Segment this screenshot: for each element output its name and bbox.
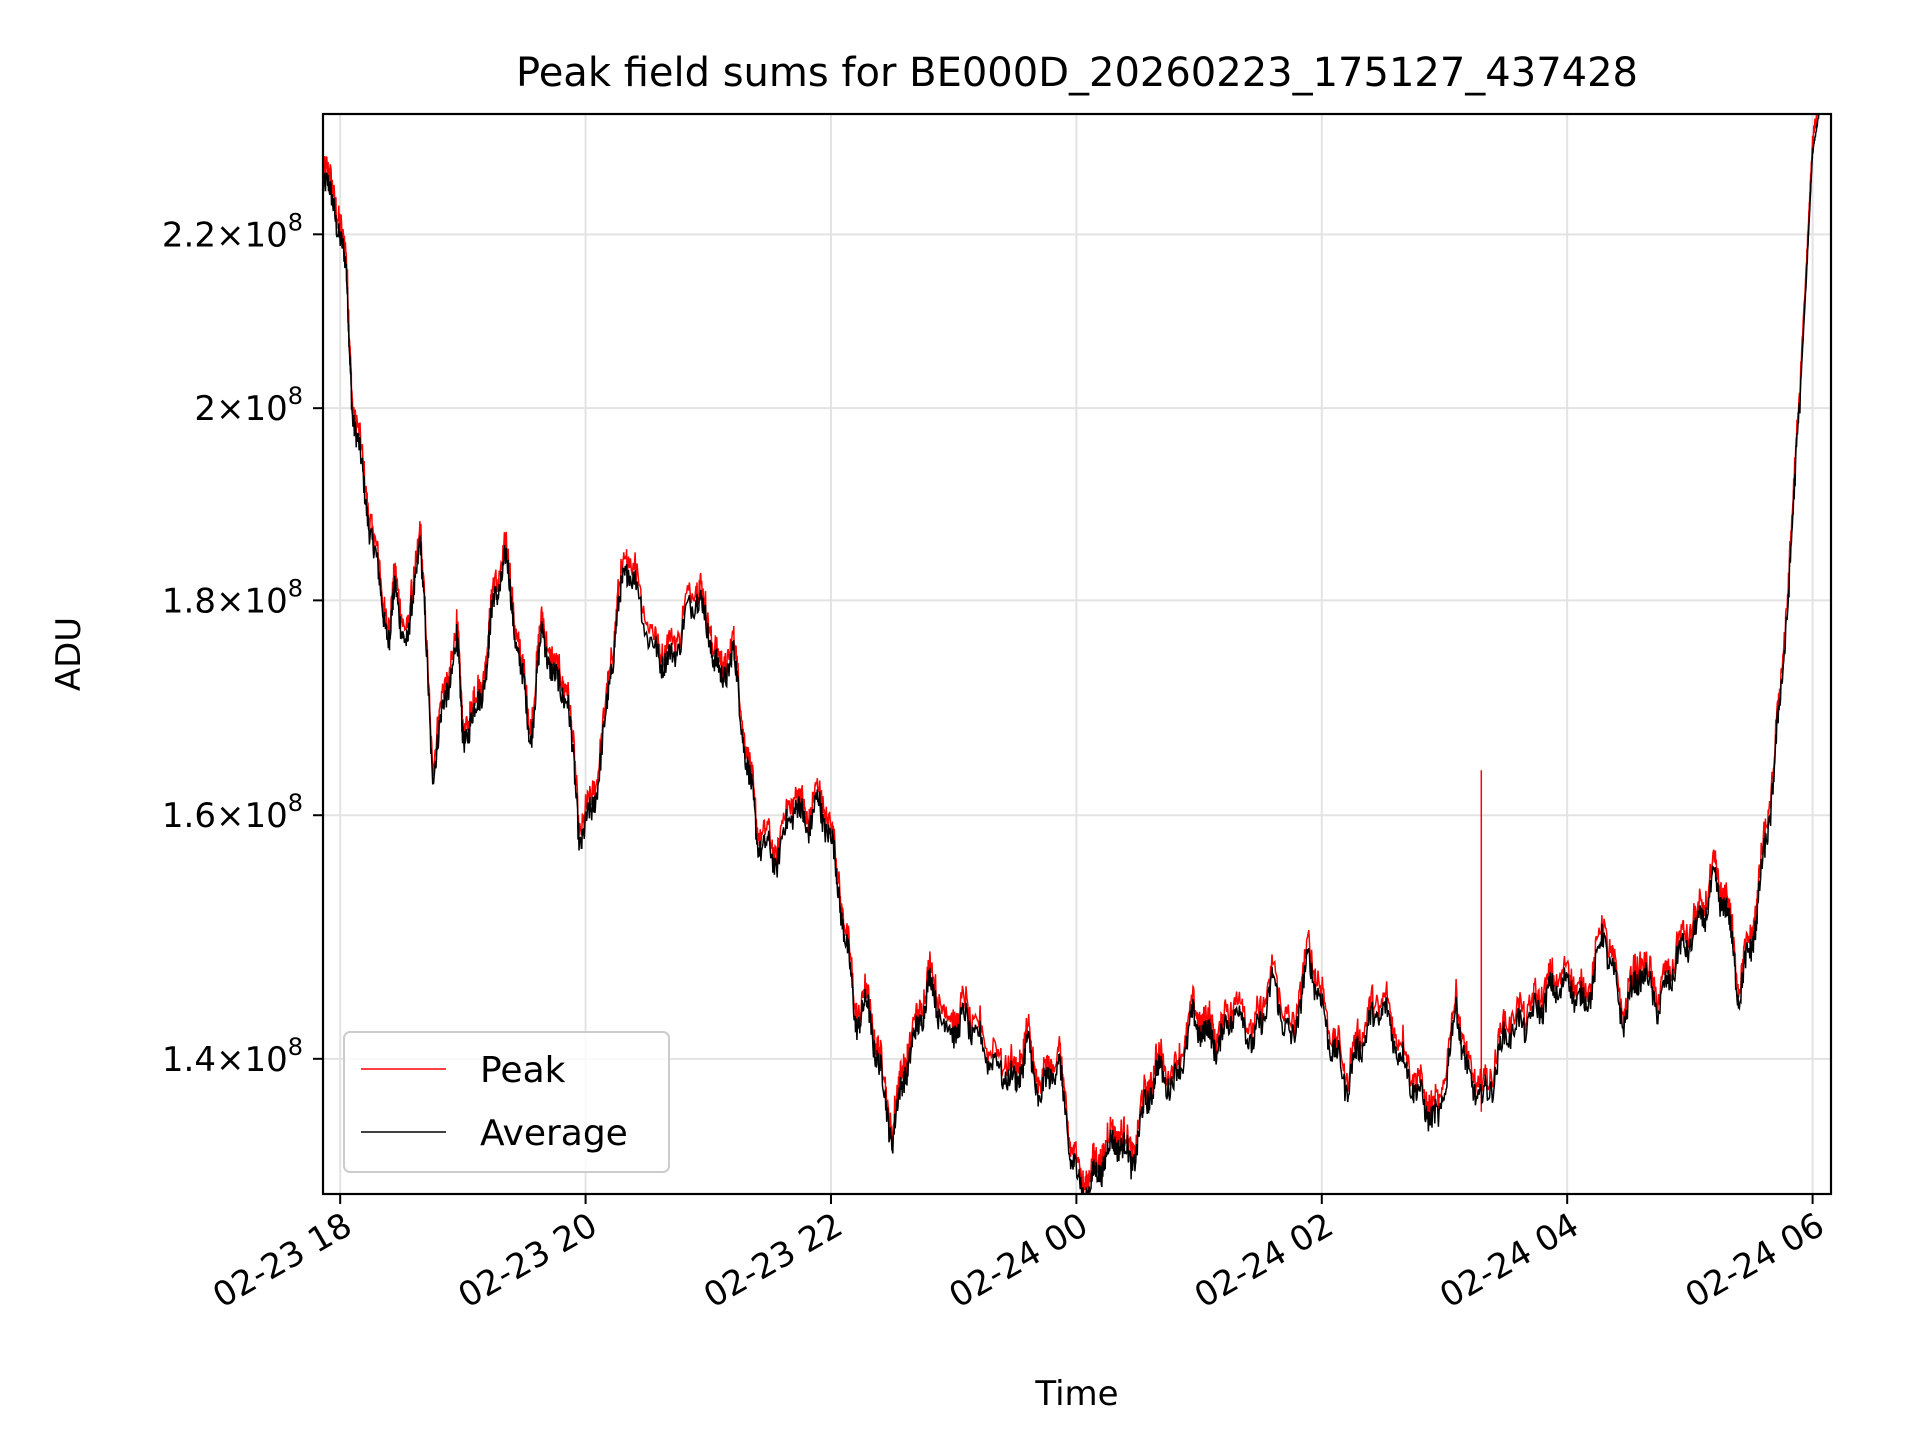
legend-box (343, 1031, 670, 1173)
y-tick-label: 2×108 (194, 382, 303, 429)
series-layer (323, 114, 1820, 1194)
legend: Peak Average (343, 1031, 670, 1173)
y-tick-label: 1.4×108 (162, 1033, 303, 1080)
y-tick-label: 2.2×108 (162, 208, 303, 255)
y-tick-label: 1.8×108 (162, 574, 303, 621)
legend-label-average: Average (480, 1113, 628, 1154)
x-axis-label: Time (1034, 1374, 1118, 1414)
series-line-average (323, 114, 1820, 1194)
legend-label-peak: Peak (480, 1050, 566, 1091)
chart-title: Peak field sums for BE000D_20260223_1751… (516, 50, 1638, 96)
y-tick-label: 1.6×108 (162, 789, 303, 836)
y-axis-label: ADU (49, 617, 89, 691)
series-line-peak (323, 114, 1818, 1194)
